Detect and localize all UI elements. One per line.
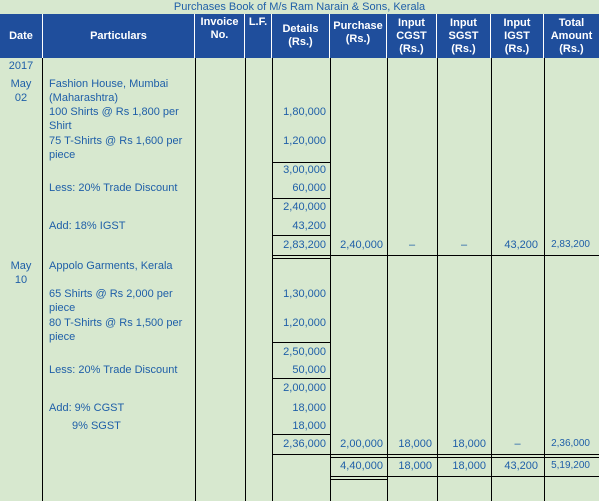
header-input-sgst: Input SGST (Rs.) <box>437 14 491 58</box>
entry-rule <box>272 255 599 256</box>
entry1-tax-label: Add: 18% IGST <box>49 220 126 232</box>
column-divider <box>195 58 196 501</box>
entry2-day: 10 <box>14 274 28 286</box>
header-details: Details (Rs.) <box>272 14 330 58</box>
entry2-sgst-amount: 18,000 <box>292 420 326 432</box>
subtotal-rule <box>272 162 330 163</box>
header-invoice-no: Invoice No. <box>195 14 245 58</box>
grand-total-cgst: 18,000 <box>398 460 432 472</box>
entry2-item2-unit: piece <box>49 331 76 343</box>
entry1-total: 2,83,200 <box>551 239 590 250</box>
subtotal-rule <box>272 198 330 199</box>
entry2-purchase: 2,00,000 <box>340 438 383 450</box>
grand-total-sgst: 18,000 <box>452 460 486 472</box>
column-divider <box>330 58 331 501</box>
entry2-details-total: 2,36,000 <box>283 438 326 450</box>
year-label: 2017 <box>8 60 34 72</box>
entry2-cgst: 18,000 <box>398 438 432 450</box>
entry2-cgst-amount: 18,000 <box>292 402 326 414</box>
entry2-sgst-label: 9% SGST <box>72 420 121 432</box>
entry1-party: Fashion House, Mumbai <box>49 78 169 90</box>
header-purchase: Purchase (Rs.) <box>330 14 387 58</box>
subtotal-rule <box>272 378 330 379</box>
entry1-sgst: – <box>460 239 468 251</box>
entry2-subtotal: 2,50,000 <box>283 346 326 358</box>
entry-rule <box>272 258 330 259</box>
entry1-tax-amount: 43,200 <box>292 220 326 232</box>
column-divider <box>387 58 388 501</box>
header-lf: L.F. <box>245 14 272 58</box>
column-divider <box>245 58 246 501</box>
total-rule <box>330 479 387 480</box>
entry1-party-location: (Maharashtra) <box>49 92 119 104</box>
entry1-details-total: 2,83,200 <box>283 239 326 251</box>
entry2-cgst-label: Add: 9% CGST <box>49 402 125 414</box>
entry2-total: 2,36,000 <box>551 438 590 449</box>
entry1-igst: 43,200 <box>504 239 538 251</box>
entry2-discount-label: Less: 20% Trade Discount <box>49 364 178 376</box>
entry1-item2-unit: piece <box>49 149 76 161</box>
subtotal-rule <box>272 434 330 435</box>
grand-total-amount: 5,19,200 <box>551 460 590 471</box>
total-rule <box>330 476 599 477</box>
column-divider <box>272 58 273 501</box>
entry2-discount-amount: 50,000 <box>292 364 326 376</box>
entry1-cgst: – <box>408 239 416 251</box>
column-divider <box>544 58 545 501</box>
subtotal-rule <box>272 342 330 343</box>
header-total-amount: Total Amount (Rs.) <box>544 14 599 58</box>
header-date: Date <box>0 14 43 58</box>
entry1-purchase: 2,40,000 <box>340 239 383 251</box>
entry2-item2-amount: 1,20,000 <box>283 317 326 329</box>
header-particulars: Particulars <box>43 14 195 58</box>
entry1-day: 02 <box>14 92 28 104</box>
entry1-item1-unit: Shirt <box>49 120 72 132</box>
entry-rule <box>330 457 599 458</box>
entry2-item1-unit: piece <box>49 302 76 314</box>
column-divider <box>491 58 492 501</box>
entry-rule <box>272 454 599 455</box>
header-input-cgst: Input CGST (Rs.) <box>387 14 437 58</box>
subtotal-rule <box>272 235 330 236</box>
entry1-item2-amount: 1,20,000 <box>283 135 326 147</box>
page-title: Purchases Book of M/s Ram Narain & Sons,… <box>173 1 426 13</box>
entry1-net: 2,40,000 <box>283 201 326 213</box>
entry1-item1-amount: 1,80,000 <box>283 106 326 118</box>
entry2-sgst: 18,000 <box>452 438 486 450</box>
entry2-item1: 65 Shirts @ Rs 2,000 per <box>49 288 173 300</box>
entry2-item1-amount: 1,30,000 <box>283 288 326 300</box>
entry2-item2: 80 T-Shirts @ Rs 1,500 per <box>49 317 183 329</box>
entry2-igst: – <box>514 438 521 450</box>
entry2-party: Appolo Garments, Kerala <box>49 260 173 272</box>
header-input-igst: Input IGST (Rs.) <box>491 14 544 58</box>
entry1-item1: 100 Shirts @ Rs 1,800 per <box>49 106 179 118</box>
column-divider <box>42 58 43 501</box>
entry2-net: 2,00,000 <box>283 382 326 394</box>
grand-total-igst: 43,200 <box>504 460 538 472</box>
entry1-subtotal: 3,00,000 <box>283 164 326 176</box>
entry1-month: May <box>10 78 32 90</box>
entry1-discount-amount: 60,000 <box>292 182 326 194</box>
entry2-month: May <box>10 260 32 272</box>
grand-total-purchase: 4,40,000 <box>340 460 383 472</box>
entry1-discount-label: Less: 20% Trade Discount <box>49 182 178 194</box>
column-divider <box>437 58 438 501</box>
entry1-item2: 75 T-Shirts @ Rs 1,600 per <box>49 135 183 147</box>
